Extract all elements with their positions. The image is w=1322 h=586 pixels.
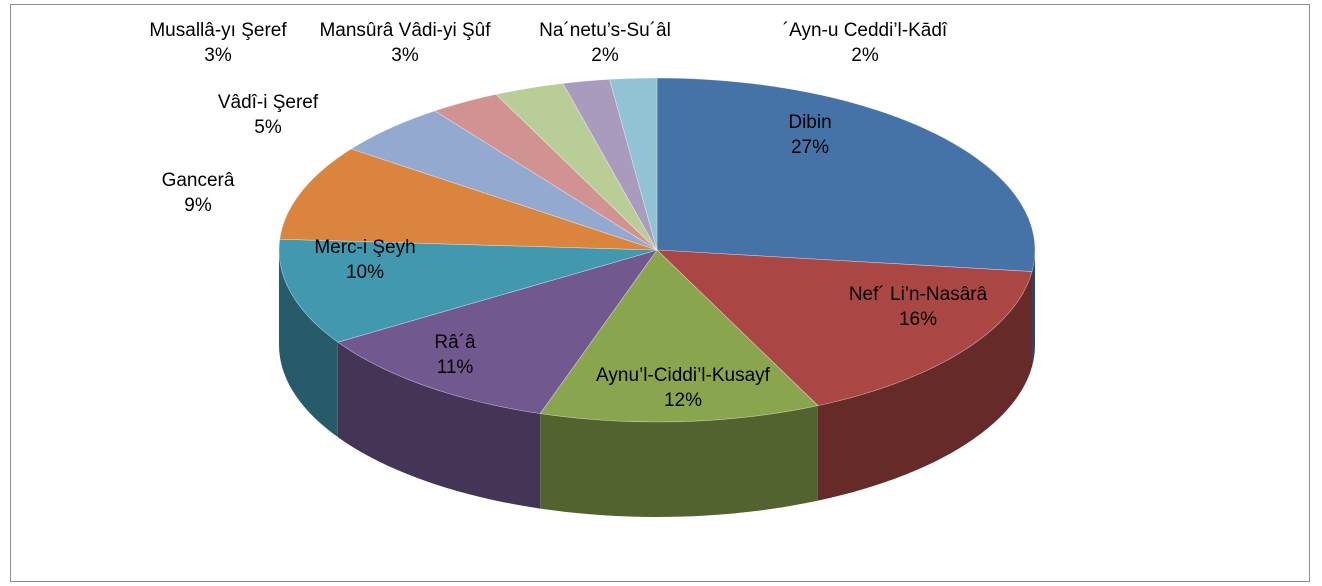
data-label: Dibin 27% xyxy=(710,110,910,160)
percent-label: 12% xyxy=(663,390,703,411)
percent-label: 3% xyxy=(204,45,232,66)
percent-label: 10% xyxy=(345,262,385,283)
percent-label: 16% xyxy=(898,309,938,330)
data-label: Nef´ Li’n-Nasârâ 16% xyxy=(788,282,1048,332)
data-label: Musallâ-yı Şeref 3% xyxy=(118,18,318,68)
category-name: Musallâ-yı Şeref xyxy=(149,20,287,41)
percent-label: 2% xyxy=(851,45,879,66)
slice xyxy=(495,83,658,251)
slice-side xyxy=(279,250,338,438)
percent-label: 11% xyxy=(436,357,474,378)
slice xyxy=(656,77,1036,272)
data-label: Aynu’l-Ciddi’l-Kusayf 12% xyxy=(553,363,813,413)
category-name: Râ´â xyxy=(434,332,476,353)
slice xyxy=(350,110,658,251)
slice-side xyxy=(337,342,541,509)
data-label: Râ´â 11% xyxy=(395,330,515,380)
category-name: Aynu’l-Ciddi’l-Kusayf xyxy=(596,365,770,386)
data-label: Merc-i Şeyh 10% xyxy=(285,235,445,285)
category-name: Vâdî-i Şeref xyxy=(217,92,319,113)
category-name: ´Ayn-u Ceddi’l-Kādî xyxy=(782,20,948,41)
data-label: Na´netu’s-Su´âl 2% xyxy=(505,18,705,68)
slice-side xyxy=(1032,250,1035,367)
slice-side xyxy=(540,405,818,517)
category-name: Nef´ Li’n-Nasârâ xyxy=(848,284,988,305)
percent-label: 2% xyxy=(591,45,619,66)
data-label: Vâdî-i Şeref 5% xyxy=(188,90,348,140)
category-name: Dibin xyxy=(788,112,832,133)
percent-label: 5% xyxy=(254,117,282,138)
slice xyxy=(656,249,1033,406)
category-name: Mansûrâ Vâdi-yi Şûf xyxy=(319,20,491,41)
percent-label: 3% xyxy=(391,45,419,66)
slice-side xyxy=(817,271,1033,501)
slice xyxy=(278,238,658,343)
data-label: Gancerâ 9% xyxy=(138,168,258,218)
slice xyxy=(609,77,658,251)
percent-label: 9% xyxy=(184,195,212,216)
slice xyxy=(434,94,658,251)
data-label: Mansûrâ Vâdi-yi Şûf 3% xyxy=(310,18,500,68)
category-name: Gancerâ xyxy=(161,170,235,191)
slice xyxy=(337,249,658,414)
category-name: Merc-i Şeyh xyxy=(314,237,416,258)
percent-label: 27% xyxy=(790,137,830,158)
data-label: ´Ayn-u Ceddi’l-Kādî 2% xyxy=(735,18,995,68)
slice xyxy=(539,249,819,423)
slice xyxy=(279,148,658,251)
category-name: Na´netu’s-Su´âl xyxy=(539,20,671,41)
chart-frame xyxy=(10,4,1310,582)
